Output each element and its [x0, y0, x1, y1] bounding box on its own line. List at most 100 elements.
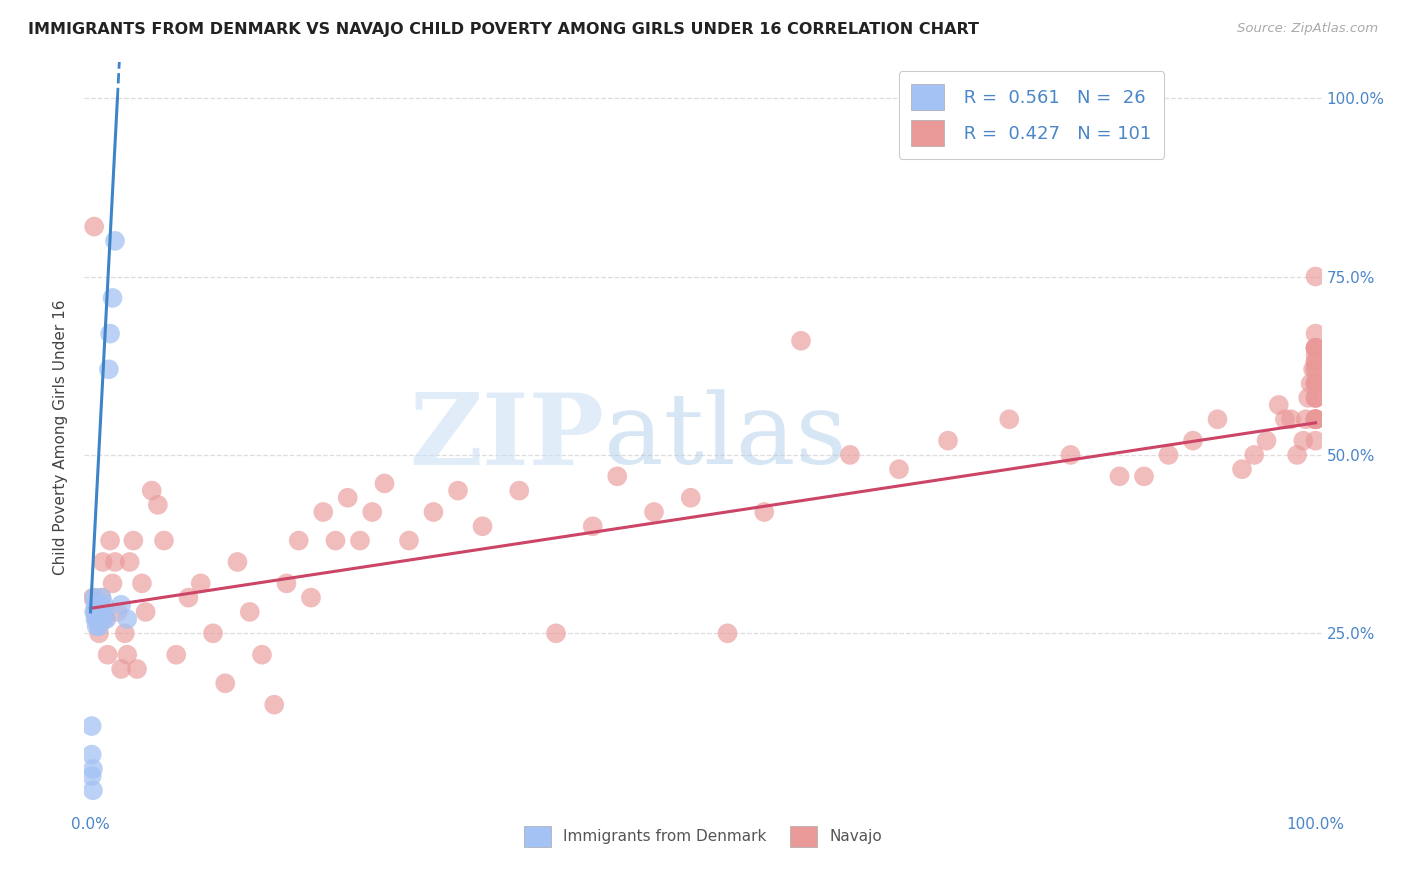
- Point: [87, 598, 110, 612]
- Point: [1305, 362, 1327, 376]
- Y-axis label: Child Poverty Among Girls Under 16: Child Poverty Among Girls Under 16: [53, 300, 69, 574]
- Point: [153, 533, 176, 548]
- Point: [1305, 434, 1327, 448]
- Point: [1305, 391, 1327, 405]
- Point: [1305, 376, 1327, 391]
- Point: [135, 605, 157, 619]
- Point: [1305, 412, 1327, 426]
- Point: [1182, 434, 1205, 448]
- Point: [122, 533, 145, 548]
- Point: [110, 598, 132, 612]
- Point: [643, 505, 665, 519]
- Point: [94, 612, 117, 626]
- Point: [508, 483, 530, 498]
- Point: [83, 591, 105, 605]
- Point: [447, 483, 470, 498]
- Point: [98, 326, 121, 341]
- Point: [98, 533, 121, 548]
- Point: [226, 555, 249, 569]
- Point: [1305, 341, 1327, 355]
- Point: [263, 698, 285, 712]
- Point: [1305, 362, 1327, 376]
- Point: [190, 576, 212, 591]
- Point: [1286, 448, 1309, 462]
- Text: IMMIGRANTS FROM DENMARK VS NAVAJO CHILD POVERTY AMONG GIRLS UNDER 16 CORRELATION: IMMIGRANTS FROM DENMARK VS NAVAJO CHILD …: [28, 22, 979, 37]
- Point: [107, 605, 129, 619]
- Point: [104, 234, 127, 248]
- Point: [1305, 391, 1327, 405]
- Point: [606, 469, 628, 483]
- Point: [1305, 376, 1327, 391]
- Point: [325, 533, 347, 548]
- Point: [887, 462, 910, 476]
- Point: [96, 612, 118, 626]
- Point: [89, 605, 111, 619]
- Point: [679, 491, 702, 505]
- Point: [276, 576, 298, 591]
- Point: [131, 576, 153, 591]
- Point: [1230, 462, 1253, 476]
- Point: [754, 505, 776, 519]
- Point: [104, 555, 127, 569]
- Point: [83, 605, 105, 619]
- Point: [361, 505, 384, 519]
- Point: [86, 619, 108, 633]
- Point: [80, 769, 103, 783]
- Point: [373, 476, 395, 491]
- Point: [86, 605, 108, 619]
- Point: [90, 591, 112, 605]
- Point: [1305, 355, 1327, 369]
- Point: [1305, 341, 1327, 355]
- Point: [165, 648, 187, 662]
- Point: [1243, 448, 1265, 462]
- Point: [1305, 412, 1327, 426]
- Point: [471, 519, 494, 533]
- Point: [1305, 341, 1327, 355]
- Point: [141, 483, 163, 498]
- Point: [90, 591, 112, 605]
- Point: [101, 576, 124, 591]
- Point: [336, 491, 359, 505]
- Point: [349, 533, 371, 548]
- Point: [839, 448, 862, 462]
- Point: [716, 626, 738, 640]
- Point: [80, 719, 103, 733]
- Point: [239, 605, 262, 619]
- Point: [118, 555, 141, 569]
- Point: [214, 676, 236, 690]
- Point: [115, 612, 138, 626]
- Point: [998, 412, 1021, 426]
- Point: [544, 626, 567, 640]
- Point: [1305, 326, 1327, 341]
- Point: [83, 219, 105, 234]
- Point: [91, 612, 114, 626]
- Point: [80, 747, 103, 762]
- Point: [936, 434, 959, 448]
- Point: [422, 505, 444, 519]
- Point: [87, 626, 110, 640]
- Point: [91, 555, 114, 569]
- Point: [299, 591, 322, 605]
- Text: atlas: atlas: [605, 389, 846, 485]
- Point: [97, 648, 120, 662]
- Point: [1279, 412, 1302, 426]
- Point: [1059, 448, 1081, 462]
- Point: [93, 598, 115, 612]
- Point: [1296, 391, 1319, 405]
- Text: ZIP: ZIP: [409, 389, 605, 485]
- Point: [312, 505, 335, 519]
- Point: [1157, 448, 1180, 462]
- Point: [1305, 376, 1327, 391]
- Point: [582, 519, 605, 533]
- Point: [110, 662, 132, 676]
- Point: [82, 783, 104, 797]
- Point: [125, 662, 148, 676]
- Point: [87, 612, 110, 626]
- Point: [398, 533, 420, 548]
- Point: [1305, 412, 1327, 426]
- Point: [1305, 269, 1327, 284]
- Point: [201, 626, 224, 640]
- Point: [790, 334, 813, 348]
- Point: [86, 612, 108, 626]
- Point: [94, 605, 117, 619]
